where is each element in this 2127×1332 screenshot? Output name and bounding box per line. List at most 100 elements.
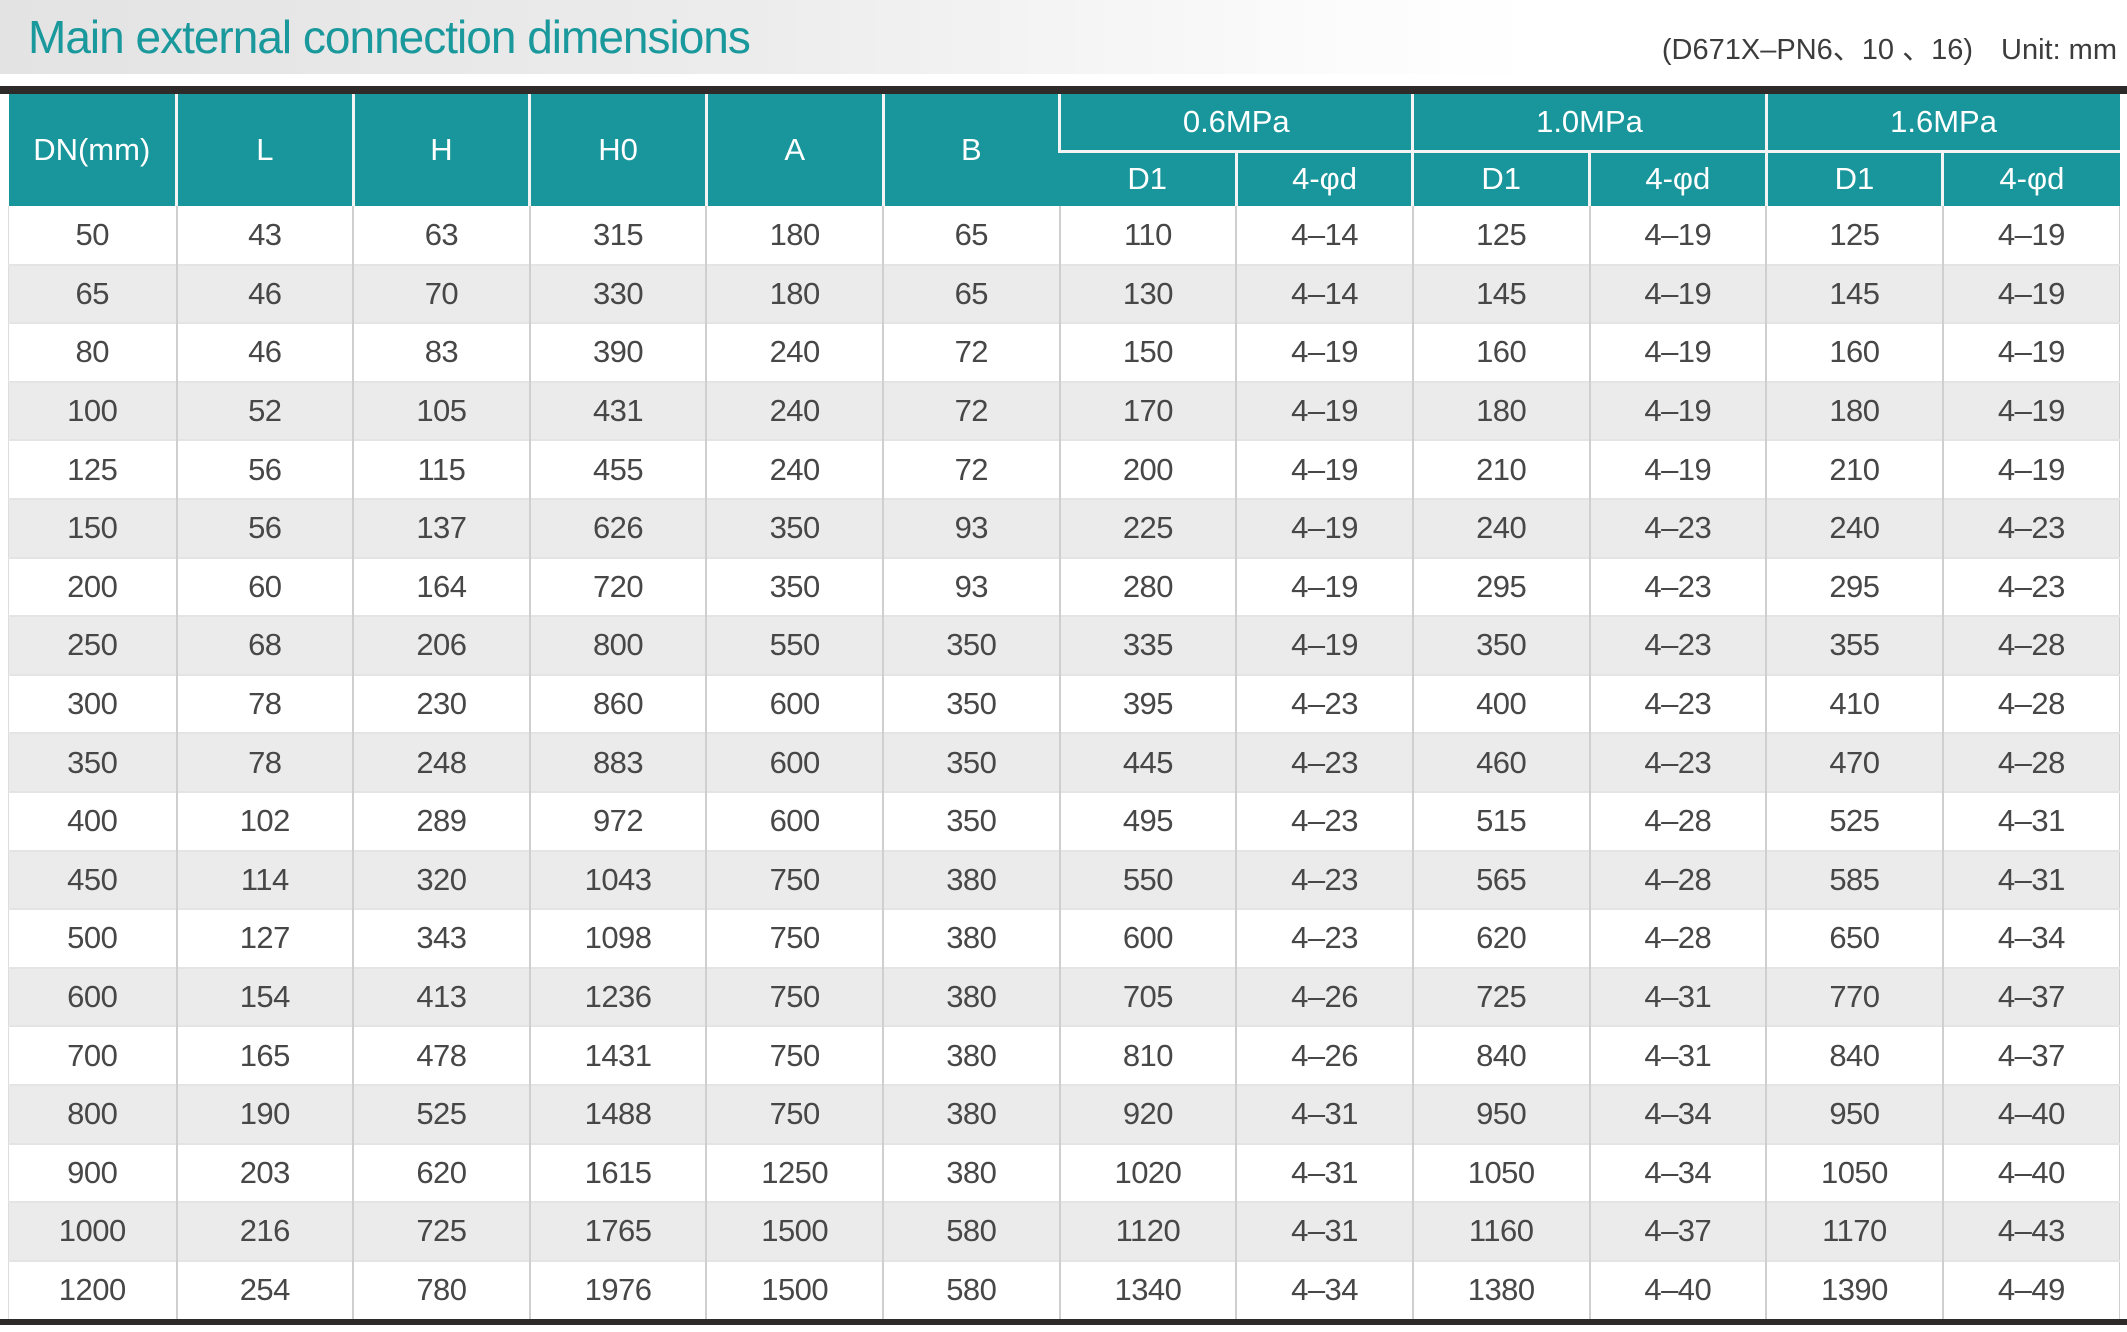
- cell: 4–31: [1941, 849, 2120, 910]
- cell: 4–31: [1235, 1201, 1413, 1261]
- table-row: 900 203 620 1615 1250 380 1020 4–31 1050 4–34 1050…: [8, 1142, 2120, 1203]
- cell: 350: [1411, 615, 1590, 675]
- cell: 72: [882, 380, 1060, 441]
- cell: 52: [175, 380, 354, 441]
- cell: 350: [705, 497, 883, 558]
- col-header-h: H: [351, 94, 530, 206]
- cell: 410: [1765, 673, 1943, 734]
- cell: 1500: [705, 1259, 883, 1320]
- cell: 1170: [1765, 1201, 1943, 1261]
- cell: 4–28: [1941, 732, 2120, 792]
- cell: 380: [882, 966, 1060, 1027]
- cell: 4–40: [1941, 1083, 2120, 1144]
- cell: 4–26: [1235, 1025, 1413, 1085]
- table-row: 50 43 63 315 180 65 110 4–14 125 4–19 125 4–19: [8, 206, 2120, 265]
- cell: 455: [528, 439, 707, 499]
- cell: 4–23: [1235, 849, 1413, 910]
- cell: 4–19: [1235, 497, 1413, 558]
- cell: 840: [1411, 1025, 1590, 1085]
- cell: 125: [1411, 206, 1590, 265]
- cell: 1050: [1411, 1142, 1590, 1203]
- cell: 4–28: [1588, 849, 1767, 910]
- cell: 46: [175, 263, 354, 324]
- cell: 4–19: [1588, 206, 1767, 265]
- col-header-b: B: [881, 94, 1060, 206]
- cell: 380: [882, 849, 1060, 910]
- cell: 350: [705, 556, 883, 617]
- cell: 4–14: [1235, 263, 1413, 324]
- table-row: 350 78 248 883 600 350 445 4–23 460 4–23 470 4–28: [8, 732, 2120, 792]
- table-row: 700 165 478 1431 750 380 810 4–26 840 4–31 840 4–37: [8, 1025, 2120, 1085]
- cell: 343: [352, 908, 530, 968]
- cell: 700: [8, 1025, 177, 1085]
- cell: 1380: [1411, 1259, 1590, 1320]
- cell: 750: [705, 908, 883, 968]
- cell: 180: [1765, 380, 1943, 441]
- cell: 600: [705, 673, 883, 734]
- cell: 413: [352, 966, 530, 1027]
- cell: 4–19: [1235, 322, 1413, 382]
- cell: 100: [8, 380, 177, 441]
- cell: 620: [1411, 908, 1590, 968]
- cell: 810: [1058, 1025, 1237, 1085]
- cell: 72: [882, 439, 1060, 499]
- table-body: 50 43 63 315 180 65 110 4–14 125 4–19 125 4–19 65 46 7…: [8, 206, 2120, 1320]
- pressure-group-06mpa: 0.6MPa: [1058, 94, 1413, 151]
- cell: 4–19: [1941, 263, 2120, 324]
- cell: 230: [352, 673, 530, 734]
- cell: 395: [1058, 673, 1237, 734]
- cell: 1043: [528, 849, 707, 910]
- table-row: 200 60 164 720 350 93 280 4–19 295 4–23 295 4–23: [8, 556, 2120, 617]
- cell: 380: [882, 1025, 1060, 1085]
- pressure-group-16mpa: 1.6MPa: [1764, 94, 2120, 151]
- table-header: DN(mm) L H H0 A B 0.6MPa 1.0MPa 1.6MPa D…: [8, 94, 2120, 206]
- cell: 350: [882, 673, 1060, 734]
- cell: 920: [1058, 1083, 1237, 1144]
- cell: 460: [1411, 732, 1590, 792]
- cell: 83: [352, 322, 530, 382]
- cell: 190: [175, 1083, 354, 1144]
- cell: 4–26: [1235, 966, 1413, 1027]
- cell: 780: [352, 1259, 530, 1320]
- cell: 1765: [528, 1201, 707, 1261]
- cell: 525: [352, 1083, 530, 1144]
- cell: 125: [1765, 206, 1943, 265]
- cell: 900: [8, 1142, 177, 1203]
- cell: 56: [175, 497, 354, 558]
- cell: 315: [528, 206, 707, 265]
- cell: 800: [528, 615, 707, 675]
- cell: 164: [352, 556, 530, 617]
- cell: 63: [352, 206, 530, 265]
- cell: 380: [882, 908, 1060, 968]
- cell: 65: [882, 206, 1060, 265]
- cell: 750: [705, 1025, 883, 1085]
- cell: 495: [1058, 790, 1237, 851]
- table-row: 600 154 413 1236 750 380 705 4–26 725 4–31 770 4–37: [8, 966, 2120, 1027]
- cell: 350: [882, 790, 1060, 851]
- cell: 180: [705, 263, 883, 324]
- cell: 125: [8, 439, 177, 499]
- cell: 295: [1765, 556, 1943, 617]
- cell: 130: [1058, 263, 1237, 324]
- pressure-group-10mpa: 1.0MPa: [1411, 94, 1767, 151]
- cell: 725: [1411, 966, 1590, 1027]
- cell: 210: [1765, 439, 1943, 499]
- cell: 800: [8, 1083, 177, 1144]
- cell: 445: [1058, 732, 1237, 792]
- cell: 1250: [705, 1142, 883, 1203]
- cell: 620: [352, 1142, 530, 1203]
- cell: 154: [175, 966, 354, 1027]
- cell: 200: [1058, 439, 1237, 499]
- cell: 250: [8, 615, 177, 675]
- cell: 248: [352, 732, 530, 792]
- table-row: 1200 254 780 1976 1500 580 1340 4–34 1380 4–40 139…: [8, 1259, 2120, 1320]
- cell: 1020: [1058, 1142, 1237, 1203]
- cell: 4–23: [1588, 497, 1767, 558]
- cell: 1098: [528, 908, 707, 968]
- cell: 4–23: [1588, 556, 1767, 617]
- title-bar: Main external connection dimensions (D67…: [0, 0, 2127, 74]
- cell: 350: [882, 732, 1060, 792]
- dimensions-table: DN(mm) L H H0 A B 0.6MPa 1.0MPa 1.6MPa D…: [8, 94, 2120, 1320]
- cell: 1615: [528, 1142, 707, 1203]
- cell: 950: [1411, 1083, 1590, 1144]
